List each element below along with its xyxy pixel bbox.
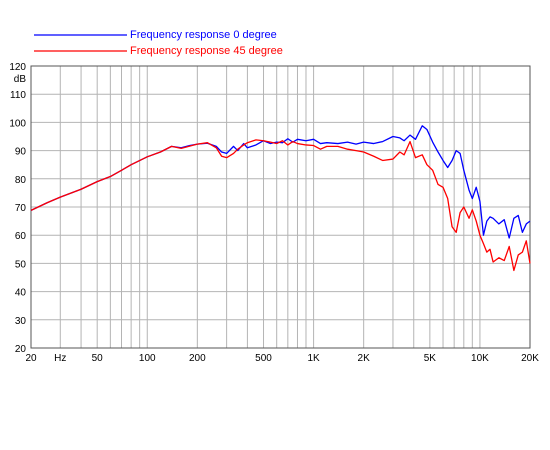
x-tick-label: 50 <box>92 353 104 364</box>
legend-label-0-degree: Frequency response 0 degree <box>130 29 277 41</box>
x-tick-labels: 20 50 100 200 500 1K 2K 5K 10K 20K <box>25 353 539 364</box>
y-tick-label: 90 <box>15 147 27 158</box>
x-axis-unit-label: Hz <box>54 353 66 364</box>
x-tick-label: 2K <box>358 353 371 364</box>
y-axis-label: dB <box>14 74 27 85</box>
plot-frame <box>30 65 531 349</box>
y-tick-label: 40 <box>15 288 27 299</box>
y-tick-labels: 20 30 40 50 60 70 80 90 100 110 120 <box>9 62 26 355</box>
series-layer <box>30 125 531 272</box>
legend: Frequency response 0 degree Frequency res… <box>34 29 283 57</box>
y-tick-label: 70 <box>15 203 27 214</box>
grid <box>31 66 530 348</box>
x-tick-label: 10K <box>471 353 489 364</box>
x-tick-label: 20 <box>25 353 37 364</box>
x-tick-label: 1K <box>307 353 320 364</box>
x-tick-label: 200 <box>189 353 206 364</box>
x-tick-label: 100 <box>139 353 156 364</box>
y-tick-label: 50 <box>15 259 27 270</box>
x-tick-label: 5K <box>424 353 437 364</box>
x-tick-label: 20K <box>521 353 539 364</box>
y-tick-label: 80 <box>15 175 27 186</box>
y-tick-label: 20 <box>15 344 27 355</box>
series-line-45-degree <box>30 139 531 272</box>
y-tick-label: 110 <box>10 90 26 101</box>
y-tick-label: 120 <box>9 62 26 73</box>
y-tick-label: 30 <box>15 316 27 327</box>
legend-label-45-degree: Frequency response 45 degree <box>130 45 283 57</box>
series-line-0-degree <box>30 125 531 239</box>
y-tick-label: 100 <box>9 118 26 129</box>
y-tick-label: 60 <box>15 231 27 242</box>
x-tick-label: 500 <box>255 353 272 364</box>
